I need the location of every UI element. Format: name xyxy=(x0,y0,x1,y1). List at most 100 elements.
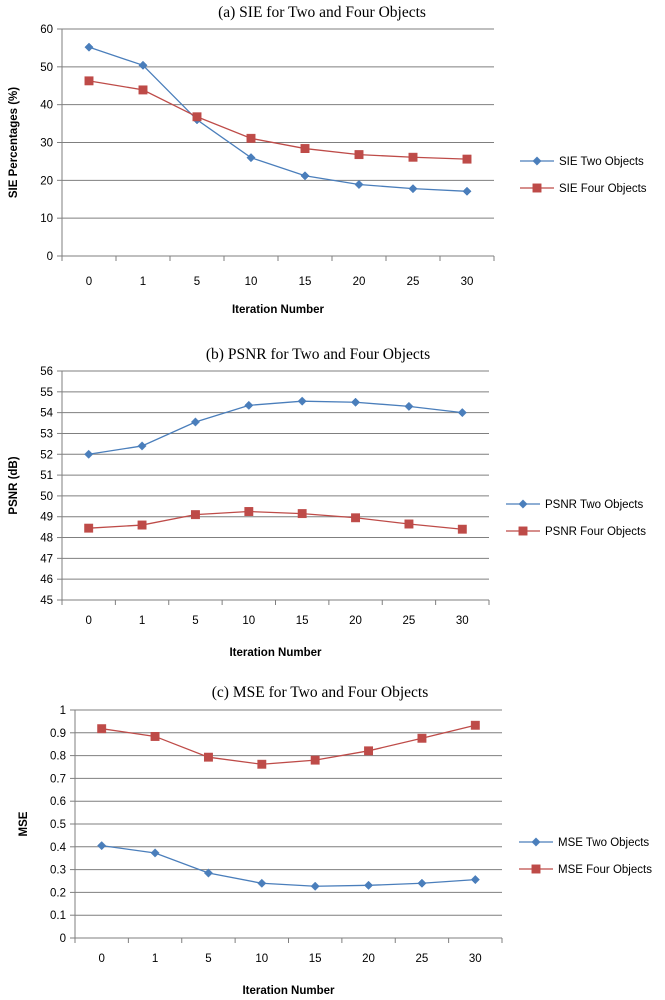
data-point-series-1 xyxy=(203,752,213,762)
chart-title: (c) MSE for Two and Four Objects xyxy=(212,684,428,701)
x-tick-label: 25 xyxy=(403,615,416,627)
data-point-series-0 xyxy=(470,875,480,885)
data-point-series-0 xyxy=(138,60,148,70)
data-point-series-1 xyxy=(364,746,374,756)
series-line-0 xyxy=(88,400,463,455)
x-tick-label: 10 xyxy=(242,615,255,627)
data-point-series-1 xyxy=(190,510,200,520)
data-point-series-1 xyxy=(417,733,427,743)
chart-1: (b) PSNR for Two and Four Objects 45 46 47 4… xyxy=(8,346,646,659)
data-point-series-0 xyxy=(257,878,267,888)
data-point-series-0 xyxy=(203,868,213,878)
data-point-series-1 xyxy=(246,133,256,143)
data-point-series-1 xyxy=(138,85,148,95)
x-axis-label: Iteration Number xyxy=(232,304,325,316)
y-tick-label: 50 xyxy=(40,491,53,503)
y-tick-label: 0.9 xyxy=(50,728,66,740)
y-tick-label: 49 xyxy=(40,512,53,524)
data-point-series-0 xyxy=(354,179,364,190)
y-tick-label: 55 xyxy=(40,387,53,399)
x-tick-label: 1 xyxy=(139,615,145,627)
data-point-series-1 xyxy=(84,76,94,86)
y-tick-label: 0.1 xyxy=(50,910,66,922)
x-tick-label: 10 xyxy=(255,953,268,965)
y-tick-label: 52 xyxy=(40,449,53,461)
y-tick-label: 54 xyxy=(40,408,53,420)
data-point-series-0 xyxy=(462,186,472,196)
y-tick-label: 0 xyxy=(47,251,53,263)
legend-label-1: SIE Four Objects xyxy=(559,183,647,195)
x-tick-label: 5 xyxy=(194,276,200,288)
data-point-series-0 xyxy=(408,184,418,194)
legend-marker-1 xyxy=(532,183,542,193)
y-tick-label: 46 xyxy=(40,574,53,586)
y-tick-label: 53 xyxy=(40,428,53,440)
y-tick-label: 0.4 xyxy=(50,842,67,854)
data-point-series-0 xyxy=(300,171,310,181)
legend-label-0: SIE Two Objects xyxy=(559,156,644,168)
series-line-1 xyxy=(88,80,468,160)
data-point-series-1 xyxy=(244,507,254,516)
x-tick-label: 25 xyxy=(407,276,420,288)
x-tick-label: 20 xyxy=(349,615,362,627)
legend-label-0: MSE Two Objects xyxy=(558,837,649,849)
data-point-series-0 xyxy=(457,408,467,418)
y-tick-label: 20 xyxy=(40,175,53,187)
x-tick-label: 1 xyxy=(152,953,158,965)
x-tick-label: 30 xyxy=(456,615,469,627)
y-tick-label: 0.8 xyxy=(50,751,66,763)
x-tick-label: 15 xyxy=(299,276,312,288)
x-axis-label: Iteration Number xyxy=(242,985,335,997)
series-line-1 xyxy=(101,724,476,765)
chart-0: (a) SIE for Two and Four Objects 0 10 20 30 4… xyxy=(8,4,647,316)
data-point-series-1 xyxy=(97,724,107,734)
data-point-series-0 xyxy=(351,397,361,407)
data-point-series-1 xyxy=(137,520,147,530)
x-tick-label: 25 xyxy=(416,953,429,965)
chart-title: (a) SIE for Two and Four Objects xyxy=(218,4,426,21)
data-point-series-0 xyxy=(310,881,320,891)
data-point-series-1 xyxy=(192,112,202,122)
data-point-series-1 xyxy=(150,731,160,741)
x-tick-label: 0 xyxy=(98,953,104,965)
legend-label-0: PSNR Two Objects xyxy=(545,499,643,511)
y-tick-label: 48 xyxy=(40,533,53,545)
series-line-0 xyxy=(101,845,476,887)
data-point-series-1 xyxy=(462,154,472,164)
data-point-series-0 xyxy=(190,417,200,427)
data-point-series-1 xyxy=(408,152,418,162)
y-tick-label: 0.7 xyxy=(50,773,66,785)
y-tick-label: 56 xyxy=(40,366,53,378)
chart-2: (c) MSE for Two and Four Objects 0 0.1 0.2 0… xyxy=(18,684,652,997)
data-point-series-1 xyxy=(351,513,361,523)
y-tick-label: 30 xyxy=(40,138,53,150)
data-point-series-0 xyxy=(84,449,94,459)
y-tick-label: 0.2 xyxy=(50,887,66,899)
data-point-series-1 xyxy=(404,519,414,529)
data-point-series-1 xyxy=(310,755,320,765)
data-point-series-1 xyxy=(257,759,267,769)
y-axis-label: SIE Percentages (%) xyxy=(8,87,20,198)
y-tick-label: 10 xyxy=(40,213,53,225)
data-point-series-0 xyxy=(84,42,94,52)
x-tick-label: 30 xyxy=(461,276,474,288)
y-tick-label: 0.6 xyxy=(50,796,66,808)
y-axis-label: MSE xyxy=(18,811,30,836)
series-line-1 xyxy=(88,510,463,530)
x-tick-label: 15 xyxy=(309,953,322,965)
data-point-series-0 xyxy=(97,841,107,851)
data-point-series-0 xyxy=(297,396,307,406)
y-axis-label: PSNR (dB) xyxy=(8,456,20,514)
x-axis-label: Iteration Number xyxy=(229,647,322,659)
y-tick-label: 60 xyxy=(40,24,53,36)
x-tick-label: 0 xyxy=(85,615,91,627)
y-tick-label: 51 xyxy=(40,470,53,482)
x-tick-label: 20 xyxy=(362,953,375,965)
y-tick-label: 40 xyxy=(40,100,53,112)
data-point-series-1 xyxy=(354,150,364,160)
y-tick-label: 0.5 xyxy=(50,819,66,831)
y-tick-label: 50 xyxy=(40,62,53,74)
data-point-series-0 xyxy=(417,878,427,888)
data-point-series-1 xyxy=(470,720,480,730)
data-point-series-0 xyxy=(246,153,256,163)
